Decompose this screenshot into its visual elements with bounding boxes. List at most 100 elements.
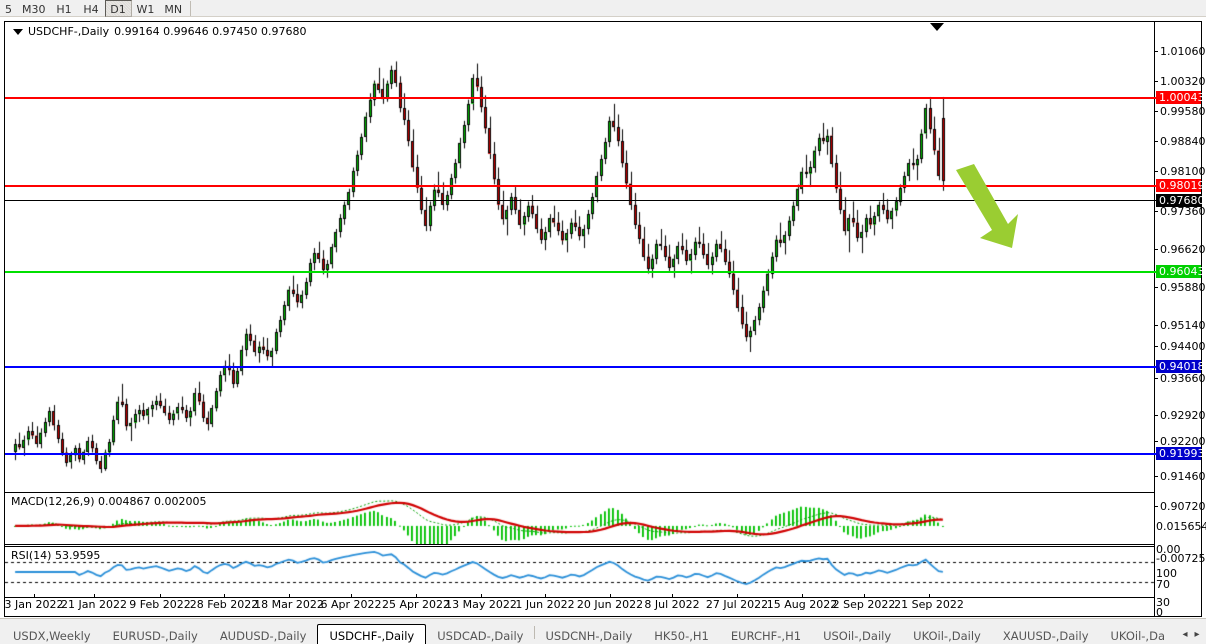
tick-dash <box>1155 171 1158 172</box>
rsi-tick: 70 <box>1155 579 1201 591</box>
date-label: 27 Jul 2022 <box>705 598 769 611</box>
date-tick <box>160 594 161 598</box>
rsi-tick: 30 <box>1155 597 1201 609</box>
chart-tab-eurusddaily[interactable]: EURUSD-,Daily <box>112 629 198 643</box>
tab-nav-left-icon[interactable]: ◂ <box>1182 629 1188 640</box>
timeframe-button-d1[interactable]: D1 <box>104 0 132 17</box>
price-tick: 0.99580 <box>1155 106 1206 118</box>
tick-label: 0.97360 <box>1160 205 1206 218</box>
tick-dash <box>1155 346 1158 347</box>
price-line-support-1[interactable] <box>5 271 1156 273</box>
tick-dash <box>1155 141 1158 142</box>
price-scale[interactable]: 1.01060 1.00320 0.99580 0.98840 0.98100 0.973… <box>1155 22 1206 619</box>
tick-label: 1.01060 <box>1160 45 1206 58</box>
timeframe-button-m30[interactable]: M30 <box>22 3 46 16</box>
tick-dash <box>1155 506 1158 507</box>
tick-dash <box>1155 415 1158 416</box>
price-tick: 0.92920 <box>1155 410 1206 422</box>
tick-dash <box>1155 211 1158 212</box>
price-tick: 0.94400 <box>1155 341 1206 353</box>
price-tag-support-1: 0.96043 <box>1156 265 1205 278</box>
price-line-current-price[interactable] <box>5 200 1156 201</box>
macd-tick: 0.00 <box>1155 544 1201 556</box>
date-tick <box>94 594 95 598</box>
price-pane[interactable]: USDCHF-,Daily 0.99164 0.99646 0.97450 0.… <box>5 22 1156 492</box>
tick-label: 0.00 <box>1156 543 1181 556</box>
price-line-support-3[interactable] <box>5 453 1156 455</box>
date-label: 21 Sep 2022 <box>894 598 964 611</box>
timeframe-button-w1[interactable]: W1 <box>136 3 155 16</box>
chart-tab-usdcnhdaily[interactable]: USDCNH-,Daily <box>545 629 633 643</box>
chart-tab-eurchfh1[interactable]: EURCHF-,H1 <box>730 629 802 643</box>
tick-label: 30 <box>1156 596 1170 609</box>
date-tick <box>34 594 35 598</box>
triangle-down-icon[interactable] <box>13 28 23 35</box>
tab-nav-right-icon[interactable]: ▸ <box>1194 629 1200 640</box>
chart-tab-audusddaily[interactable]: AUDUSD-,Daily <box>219 629 307 643</box>
timeframe-button-mn[interactable]: MN <box>164 3 183 16</box>
tick-label: 0.94400 <box>1160 340 1206 353</box>
chart-tab-ukoildaily[interactable]: UKOil-,Daily <box>913 629 981 643</box>
timeframe-toolbar: 5 M30 H1 H4 D1 W1 MN <box>0 0 1206 17</box>
tick-dash <box>1155 249 1158 250</box>
tick-label: 100 <box>1156 567 1177 580</box>
tick-label: 0.90720 <box>1160 500 1206 513</box>
tick-dash <box>1155 378 1158 379</box>
tick-label: 1.00320 <box>1160 75 1206 88</box>
price-tag-current-price: 0.97680 <box>1156 194 1205 207</box>
chart-tab-hk50h1[interactable]: HK50-,H1 <box>654 629 709 643</box>
date-label: 1 Jun 2022 <box>515 598 575 611</box>
macd-pane[interactable]: MACD(12,26,9) 0.004867 0.002005 <box>5 493 1156 544</box>
tick-dash <box>1155 111 1158 112</box>
rsi-tick: 100 <box>1155 568 1201 580</box>
price-line-support-2[interactable] <box>5 366 1156 368</box>
chart-tab-usdcaddaily[interactable]: USDCAD-,Daily <box>437 629 524 643</box>
date-tick <box>545 594 546 598</box>
date-tick <box>802 594 803 598</box>
chart-tab-usdxweekly[interactable]: USDX,Weekly <box>13 629 91 643</box>
timeframe-button-h1[interactable]: H1 <box>56 3 72 16</box>
pane-divider-2 <box>5 544 1156 545</box>
macd-label: MACD(12,26,9) 0.004867 0.002005 <box>11 495 207 508</box>
chart-tab-usoildaily[interactable]: USOil-,Daily <box>823 629 892 643</box>
chart-tab-xauusddaily[interactable]: XAUUSD-,Daily <box>1002 629 1089 643</box>
tick-dash <box>1155 476 1158 477</box>
chart-tab-ukoilda[interactable]: UKOil-,Da <box>1110 629 1165 643</box>
rsi-label: RSI(14) 53.9595 <box>11 549 101 562</box>
price-tick: 0.92200 <box>1155 436 1206 448</box>
chart-tab-usdchfdaily[interactable]: USDCHF-,Daily <box>317 624 427 644</box>
candlestick-canvas[interactable] <box>5 22 1156 492</box>
chart-tabs: USDX,Weekly EURUSD-,Daily AUDUSD-,Daily USD… <box>0 618 1176 644</box>
price-tag-support-3: 0.91993 <box>1156 447 1205 460</box>
tick-label: 0.95140 <box>1160 319 1206 332</box>
chart-frame: USDCHF-,Daily 0.99164 0.99646 0.97450 0.… <box>4 21 1206 619</box>
price-line-resistance-1[interactable] <box>5 97 1156 99</box>
tick-label: 0.98840 <box>1160 135 1206 148</box>
tick-label: 0.98100 <box>1160 165 1206 178</box>
price-tag-resistance-1: 1.00043 <box>1156 91 1205 104</box>
tick-dash <box>1155 325 1158 326</box>
triangle-down-marker <box>930 23 944 31</box>
tick-label: 0.92200 <box>1160 435 1206 448</box>
date-label: 8 Jul 2022 <box>644 598 700 611</box>
date-label: 9 Feb 2022 <box>129 598 191 611</box>
tick-label: -0.00725 <box>1156 552 1206 565</box>
price-tick: 0.90720 <box>1155 501 1206 513</box>
chart-symbol-label: USDCHF-,Daily <box>28 25 110 38</box>
tick-dash <box>1155 51 1158 52</box>
pane-divider-3 <box>5 597 1156 598</box>
price-tag-resistance-2: 0.98019 <box>1156 179 1205 192</box>
date-label: 21 Jan 2022 <box>61 598 127 611</box>
timeframe-button-h4[interactable]: H4 <box>83 3 99 16</box>
price-tick: 1.01060 <box>1155 46 1206 58</box>
tab-nav-controls: ◂ ▸ <box>1176 629 1206 644</box>
date-tick <box>610 594 611 598</box>
date-tick <box>289 594 290 598</box>
rsi-pane[interactable]: RSI(14) 53.9595 <box>5 547 1156 597</box>
date-label: 13 May 2022 <box>445 598 517 611</box>
date-tick <box>737 594 738 598</box>
date-tick <box>864 594 865 598</box>
timeframe-button-5[interactable]: 5 <box>5 3 12 16</box>
price-line-resistance-2[interactable] <box>5 185 1156 187</box>
